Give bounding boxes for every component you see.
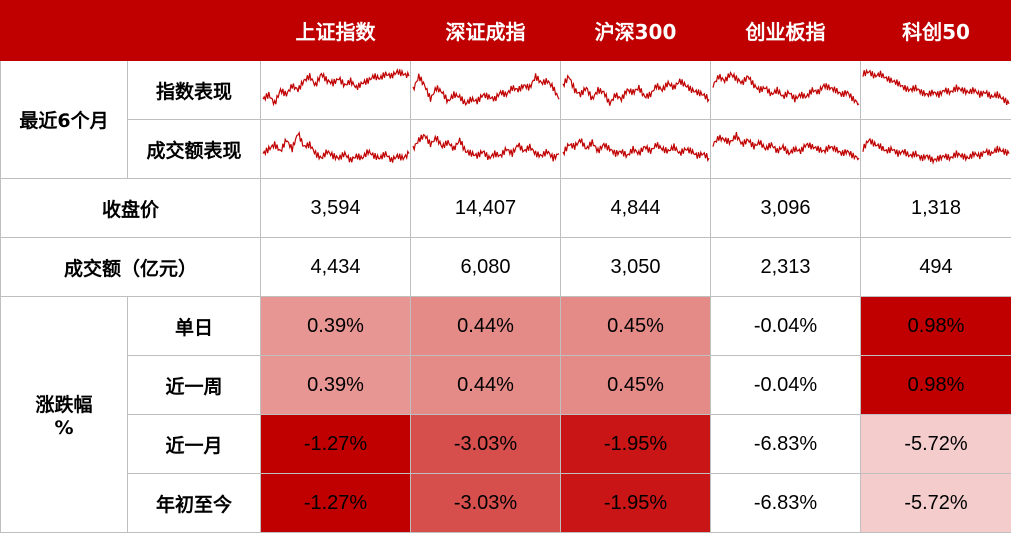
- close-row: 收盘价 3,594 14,407 4,844 3,096 1,318: [0, 178, 1011, 238]
- month-change-row: 近一月 -1.27% -3.03% -1.95% -6.83% -5.72%: [1, 414, 1011, 474]
- day-label: 单日: [127, 296, 261, 356]
- week-change-row: 近一周 0.39% 0.44% 0.45% -0.04% 0.98%: [1, 355, 1011, 415]
- sparkline-cell: [410, 119, 561, 179]
- sparkline-cell: [560, 60, 711, 120]
- pct-cell: -1.27%: [260, 473, 411, 533]
- turnover-value: 4,434: [260, 237, 411, 297]
- header-index: 沪深300: [560, 0, 711, 61]
- change-label-line2: %: [54, 417, 74, 439]
- pct-cell: -5.72%: [860, 473, 1011, 533]
- sparkline: [562, 138, 710, 163]
- pct-cell: 0.44%: [410, 296, 561, 356]
- ytd-change-row: 年初至今 -1.27% -3.03% -1.95% -6.83% -5.72%: [1, 473, 1011, 533]
- sparkline: [712, 132, 860, 161]
- sparkline: [262, 130, 410, 163]
- pct-cell: -6.83%: [710, 414, 861, 474]
- pct-cell: 0.98%: [860, 296, 1011, 356]
- index-perf-label: 指数表现: [127, 60, 261, 120]
- sparkline-path: [712, 70, 860, 106]
- sparkline-path: [262, 130, 410, 163]
- month-label: 近一月: [127, 414, 261, 474]
- sparkline-path: [862, 68, 1010, 106]
- close-value: 1,318: [860, 178, 1011, 238]
- sparkline: [412, 73, 560, 106]
- ytd-label: 年初至今: [127, 473, 261, 533]
- pct-cell: -1.95%: [560, 414, 711, 474]
- pct-cell: -5.72%: [860, 414, 1011, 474]
- sparkline-path: [412, 133, 560, 162]
- sparkline-path: [862, 137, 1010, 165]
- pct-cell: -0.04%: [710, 355, 861, 415]
- sparkline-cell: [860, 60, 1011, 120]
- pct-cell: -6.83%: [710, 473, 861, 533]
- sparkline-cell: [260, 60, 411, 120]
- close-value: 4,844: [560, 178, 711, 238]
- turnover-value: 3,050: [560, 237, 711, 297]
- turnover-value: 2,313: [710, 237, 861, 297]
- pct-cell: -1.95%: [560, 473, 711, 533]
- header-index: 科创50: [860, 0, 1011, 61]
- recent-6m-label: 最近6个月: [0, 60, 128, 179]
- turnover-label: 成交额（亿元）: [0, 237, 261, 297]
- close-value: 14,407: [410, 178, 561, 238]
- sparkline: [862, 137, 1010, 165]
- sparkline-cell: [260, 119, 411, 179]
- sparkline-path: [412, 73, 560, 106]
- header-index: 深证成指: [410, 0, 561, 61]
- pct-cell: 0.44%: [410, 355, 561, 415]
- header-index: 上证指数: [260, 0, 411, 61]
- pct-cell: 0.45%: [560, 355, 711, 415]
- change-label: 涨跌幅 %: [0, 296, 128, 533]
- pct-cell: 0.98%: [860, 355, 1011, 415]
- sparkline-cell: [710, 119, 861, 179]
- week-label: 近一周: [127, 355, 261, 415]
- sparkline: [712, 70, 860, 106]
- pct-cell: -3.03%: [410, 414, 561, 474]
- index-perf-row: 最近6个月 指数表现: [0, 60, 1011, 179]
- sparkline-path: [712, 132, 860, 161]
- day-change-row: 涨跌幅 % 单日 0.39% 0.44% 0.45% -0.04% 0.98%: [0, 296, 1011, 533]
- pct-cell: 0.39%: [260, 296, 411, 356]
- sparkline: [262, 68, 410, 107]
- header-row: 上证指数 深证成指 沪深300 创业板指 科创50: [0, 0, 1011, 61]
- sparkline-cell: [710, 60, 861, 120]
- sparkline-cell: [860, 119, 1011, 179]
- pct-cell: -1.27%: [260, 414, 411, 474]
- turnover-value: 6,080: [410, 237, 561, 297]
- close-label: 收盘价: [0, 178, 261, 238]
- turnover-value: 494: [860, 237, 1011, 297]
- sparkline: [412, 133, 560, 162]
- pct-cell: 0.45%: [560, 296, 711, 356]
- change-label-line1: 涨跌幅: [35, 394, 93, 416]
- volume-perf-row: 成交额表现: [1, 119, 1011, 179]
- sparkline-cell: [560, 119, 711, 179]
- close-value: 3,594: [260, 178, 411, 238]
- sparkline-path: [262, 68, 410, 107]
- close-value: 3,096: [710, 178, 861, 238]
- pct-cell: -3.03%: [410, 473, 561, 533]
- sparkline-path: [562, 138, 710, 163]
- pct-cell: -0.04%: [710, 296, 861, 356]
- header-index: 创业板指: [710, 0, 861, 61]
- turnover-row: 成交额（亿元） 4,434 6,080 3,050 2,313 494: [0, 237, 1011, 297]
- sparkline: [862, 68, 1010, 106]
- sparkline-path: [562, 74, 710, 106]
- header-corner: [0, 0, 261, 61]
- pct-cell: 0.39%: [260, 355, 411, 415]
- sparkline-cell: [410, 60, 561, 120]
- volume-perf-label: 成交额表现: [127, 119, 261, 179]
- sparkline: [562, 74, 710, 106]
